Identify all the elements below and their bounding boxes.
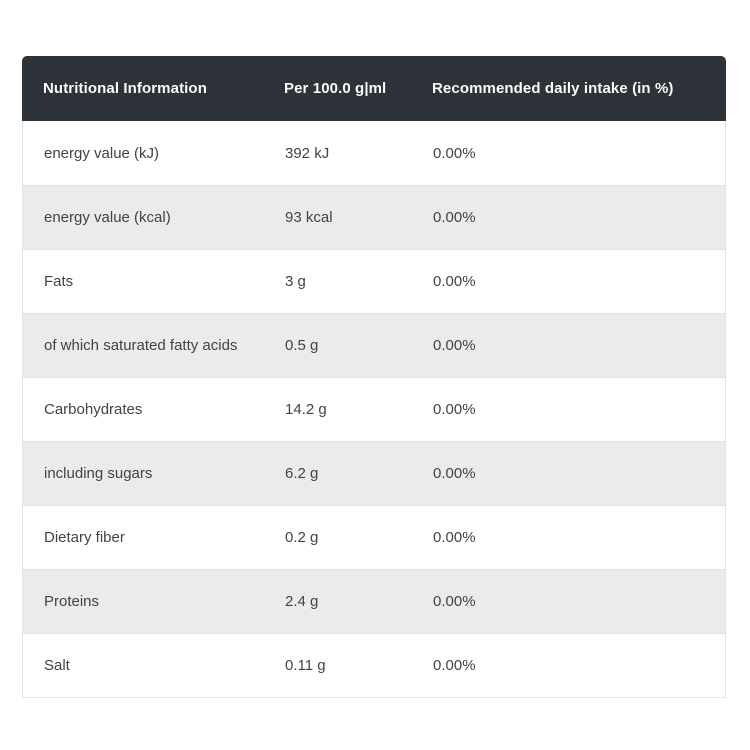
cell-rdi: 0.00% — [433, 465, 476, 482]
table-row: including sugars 6.2 g 0.00% — [23, 441, 725, 505]
cell-amount: 6.2 g — [285, 465, 319, 482]
table-row: Fats 3 g 0.00% — [23, 249, 725, 313]
cell-rdi: 0.00% — [433, 529, 476, 546]
cell-amount: 0.2 g — [285, 529, 319, 546]
cell-rdi: 0.00% — [433, 593, 476, 610]
cell-nutrient-label: Carbohydrates — [44, 401, 143, 418]
cell-amount: 93 kcal — [285, 209, 333, 226]
cell-nutrient-label: Salt — [44, 657, 70, 674]
cell-rdi: 0.00% — [433, 337, 476, 354]
table-row: Salt 0.11 g 0.00% — [23, 633, 725, 697]
cell-nutrient-label: energy value (kcal) — [44, 209, 171, 226]
table-row: of which saturated fatty acids 0.5 g 0.0… — [23, 313, 725, 377]
table-row: Dietary fiber 0.2 g 0.00% — [23, 505, 725, 569]
cell-rdi: 0.00% — [433, 401, 476, 418]
header-rdi: Recommended daily intake (in %) — [432, 80, 674, 97]
header-nutrient: Nutritional Information — [43, 80, 207, 97]
cell-rdi: 0.00% — [433, 273, 476, 290]
cell-amount: 14.2 g — [285, 401, 327, 418]
table-header-row: Nutritional Information Per 100.0 g|ml R… — [22, 56, 726, 121]
table-row: energy value (kcal) 93 kcal 0.00% — [23, 185, 725, 249]
table-row: Carbohydrates 14.2 g 0.00% — [23, 377, 725, 441]
table-row: Proteins 2.4 g 0.00% — [23, 569, 725, 633]
cell-amount: 0.5 g — [285, 337, 319, 354]
table-row: energy value (kJ) 392 kJ 0.00% — [23, 121, 725, 185]
table-body: energy value (kJ) 392 kJ 0.00% energy va… — [22, 121, 726, 698]
cell-amount: 2.4 g — [285, 593, 319, 610]
cell-nutrient-label: energy value (kJ) — [44, 144, 160, 162]
cell-nutrient-label: of which saturated fatty acids — [44, 337, 238, 354]
header-per-amount: Per 100.0 g|ml — [284, 80, 387, 97]
cell-amount: 3 g — [285, 273, 306, 290]
cell-nutrient-label: including sugars — [44, 465, 153, 482]
cell-rdi: 0.00% — [433, 209, 476, 226]
cell-nutrient-label: Fats — [44, 273, 74, 290]
cell-nutrient-label: Dietary fiber — [44, 529, 125, 546]
cell-amount: 0.11 g — [285, 657, 326, 674]
nutrition-table: Nutritional Information Per 100.0 g|ml R… — [22, 56, 726, 698]
cell-rdi: 0.00% — [433, 657, 476, 674]
cell-nutrient-label: Proteins — [44, 593, 100, 610]
cell-rdi: 0.00% — [433, 144, 476, 162]
cell-amount: 392 kJ — [285, 144, 330, 162]
